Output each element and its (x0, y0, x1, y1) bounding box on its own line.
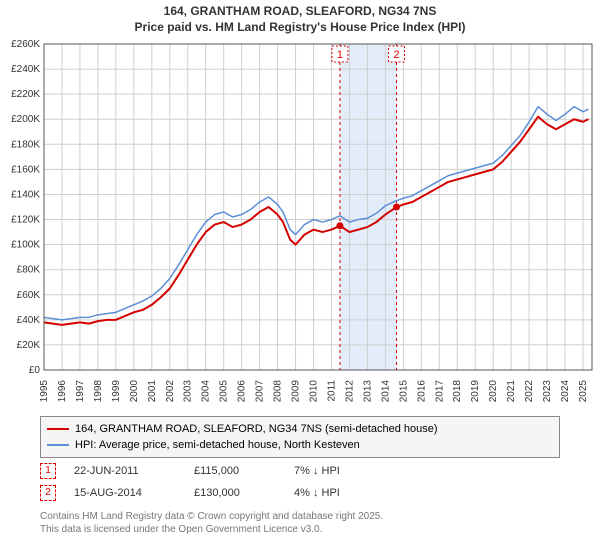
legend-swatch (47, 428, 69, 430)
svg-text:2009: 2009 (291, 380, 302, 403)
svg-text:1999: 1999 (111, 380, 122, 403)
svg-text:£40K: £40K (17, 315, 41, 326)
svg-text:1: 1 (337, 49, 343, 61)
legend-label: 164, GRANTHAM ROAD, SLEAFORD, NG34 7NS (… (75, 423, 438, 435)
svg-text:2002: 2002 (165, 380, 176, 403)
svg-text:£160K: £160K (11, 164, 40, 175)
transaction-row: 2 15-AUG-2014£130,0004% ↓ HPI (40, 482, 414, 504)
svg-text:2018: 2018 (452, 380, 463, 403)
legend-label: HPI: Average price, semi-detached house,… (75, 439, 360, 451)
copyright-line2: This data is licensed under the Open Gov… (40, 523, 383, 536)
title-block: 164, GRANTHAM ROAD, SLEAFORD, NG34 7NS P… (0, 0, 600, 35)
transaction-date: 22-JUN-2011 (74, 465, 194, 477)
svg-text:1996: 1996 (57, 380, 68, 403)
svg-text:£60K: £60K (17, 290, 41, 301)
transaction-marker: 2 (40, 485, 56, 501)
svg-text:2004: 2004 (201, 380, 212, 403)
transaction-price: £115,000 (194, 465, 294, 477)
svg-text:2010: 2010 (309, 380, 320, 403)
svg-text:2021: 2021 (506, 380, 517, 403)
svg-text:2006: 2006 (237, 380, 248, 403)
svg-text:£180K: £180K (11, 139, 40, 150)
svg-text:2013: 2013 (362, 380, 373, 403)
svg-text:1998: 1998 (93, 380, 104, 403)
svg-text:2015: 2015 (398, 380, 409, 403)
svg-text:2008: 2008 (273, 380, 284, 403)
figure-container: 164, GRANTHAM ROAD, SLEAFORD, NG34 7NS P… (0, 0, 600, 560)
svg-text:£0: £0 (29, 365, 41, 376)
svg-text:£120K: £120K (11, 215, 40, 226)
title-line2: Price paid vs. HM Land Registry's House … (0, 20, 600, 36)
svg-text:2016: 2016 (416, 380, 427, 403)
svg-text:£100K: £100K (11, 240, 40, 251)
transaction-delta: 4% ↓ HPI (294, 487, 414, 499)
svg-text:£80K: £80K (17, 265, 41, 276)
svg-text:2012: 2012 (344, 380, 355, 403)
legend-row: HPI: Average price, semi-detached house,… (47, 437, 553, 453)
svg-text:£240K: £240K (11, 64, 40, 75)
svg-text:2003: 2003 (183, 380, 194, 403)
svg-text:2017: 2017 (434, 380, 445, 403)
svg-text:£220K: £220K (11, 89, 40, 100)
svg-text:£260K: £260K (11, 39, 40, 50)
svg-text:2024: 2024 (560, 380, 571, 403)
legend-swatch (47, 444, 69, 446)
copyright-block: Contains HM Land Registry data © Crown c… (40, 510, 383, 536)
svg-text:2007: 2007 (255, 380, 266, 403)
svg-text:2014: 2014 (380, 380, 391, 403)
svg-text:2023: 2023 (542, 380, 553, 403)
copyright-line1: Contains HM Land Registry data © Crown c… (40, 510, 383, 523)
svg-text:2020: 2020 (488, 380, 499, 403)
svg-text:2005: 2005 (219, 380, 230, 403)
svg-text:£200K: £200K (11, 114, 40, 125)
transactions-table: 1 22-JUN-2011£115,0007% ↓ HPI 2 15-AUG-2014… (40, 460, 414, 504)
svg-text:2022: 2022 (524, 380, 535, 403)
svg-text:2001: 2001 (147, 380, 158, 403)
transaction-date: 15-AUG-2014 (74, 487, 194, 499)
transaction-price: £130,000 (194, 487, 294, 499)
svg-text:2: 2 (393, 49, 399, 61)
transaction-delta: 7% ↓ HPI (294, 465, 414, 477)
chart-svg: £0 £20K £40K £60K £80K £100K £120K £140K £160K £1… (0, 38, 600, 408)
transaction-marker: 1 (40, 463, 56, 479)
legend-box: 164, GRANTHAM ROAD, SLEAFORD, NG34 7NS (… (40, 416, 560, 458)
chart-area: £0 £20K £40K £60K £80K £100K £120K £140K £160K £1… (0, 38, 600, 408)
svg-text:2025: 2025 (578, 380, 589, 403)
transaction-row: 1 22-JUN-2011£115,0007% ↓ HPI (40, 460, 414, 482)
svg-text:1995: 1995 (39, 380, 50, 403)
svg-text:2019: 2019 (470, 380, 481, 403)
svg-text:2000: 2000 (129, 380, 140, 403)
title-line1: 164, GRANTHAM ROAD, SLEAFORD, NG34 7NS (0, 4, 600, 20)
svg-text:2011: 2011 (326, 380, 337, 402)
svg-text:£20K: £20K (17, 340, 41, 351)
legend-row: 164, GRANTHAM ROAD, SLEAFORD, NG34 7NS (… (47, 421, 553, 437)
svg-text:£140K: £140K (11, 189, 40, 200)
svg-text:1997: 1997 (75, 380, 86, 403)
